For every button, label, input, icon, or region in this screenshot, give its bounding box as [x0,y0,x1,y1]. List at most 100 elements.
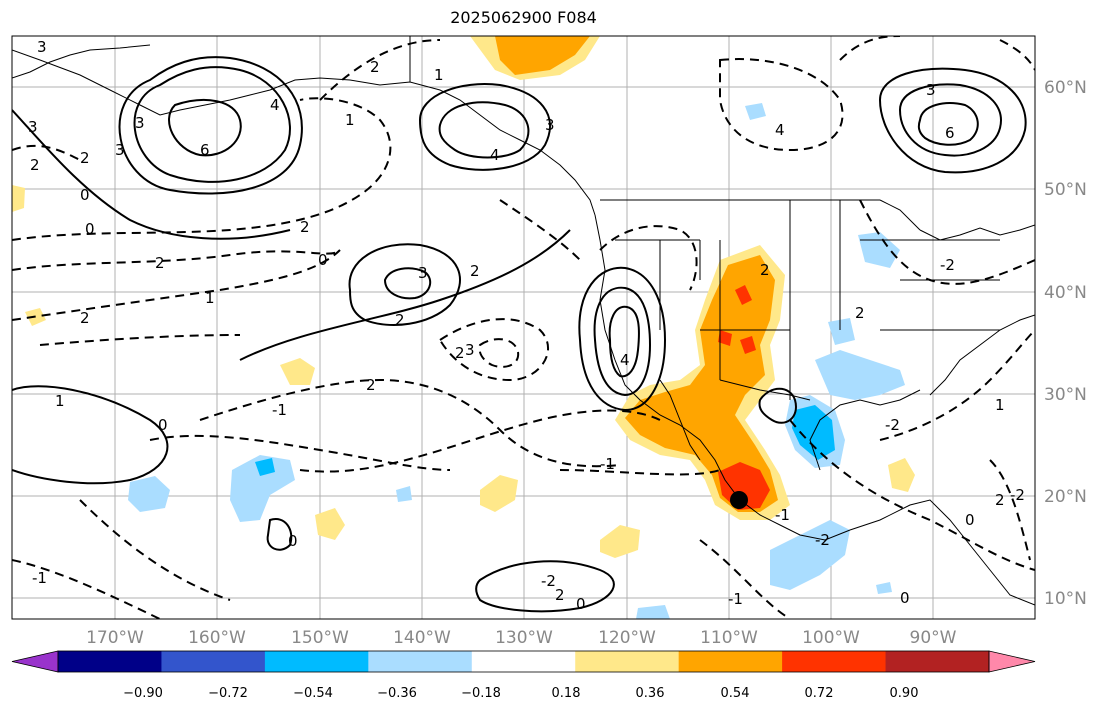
contour-label: 6 [945,124,955,142]
contour-label: 2 [80,149,90,167]
colorbar-segment [678,651,783,672]
contour-label: -2 [940,256,955,274]
contour-label: -1 [728,590,743,608]
colorbar-tick-label: −0.54 [293,686,333,701]
lat-label: 10°N [1044,589,1087,609]
contour-label: -2 [1010,486,1025,504]
contour-label: 0 [318,251,328,269]
contour-label: 1 [434,66,444,84]
lon-label: 150°W [291,628,349,648]
contour-label: 4 [270,96,280,114]
contour-label: 0 [965,511,975,529]
contour-label: 2 [395,311,405,329]
contour-label: 6 [200,141,210,159]
lon-label: 90°W [910,628,957,648]
contour-label: 3 [135,114,145,132]
colorbar [11,650,1036,673]
colorbar-tick-label: 0.54 [721,686,750,701]
contour-label: 2 [155,254,165,272]
lon-label: 100°W [802,628,860,648]
colorbar-tick-label: −0.90 [123,686,163,701]
contour-label: 4 [775,121,785,139]
contour-label: 3 [545,116,555,134]
contour-label: 3 [28,118,38,136]
negative-anomaly-shading [128,103,905,619]
colorbar-segment [58,651,162,672]
contour-label: -1 [775,506,790,524]
contour-label: 0 [85,220,95,238]
contour-label: 2 [470,262,480,280]
lat-label: 40°N [1044,283,1087,303]
positive-contours [12,56,1027,613]
lat-label: 30°N [1044,385,1087,405]
contour-label: 0 [576,595,586,613]
colorbar-segment [368,651,473,672]
contour-label: -2 [541,572,556,590]
colorbar-tick-label: 0.72 [805,686,834,701]
contour-label: -2 [815,531,830,549]
contour-label: 1 [205,289,215,307]
colorbar-tick-label: 0.18 [552,686,581,701]
contour-label: 1 [345,111,355,129]
contour-label: 1 [995,396,1005,414]
location-marker [730,491,748,509]
contour-label: 4 [490,146,500,164]
lat-label: 60°N [1044,78,1087,98]
colorbar-extend-low [11,650,59,673]
colorbar-tick-label: 0.36 [636,686,665,701]
contour-label: 2 [555,586,565,604]
contour-label: 2 [366,376,376,394]
coastlines [12,36,1035,606]
lat-label: 50°N [1044,180,1087,200]
contour-label: 3 [465,341,475,359]
contour-label: 0 [158,416,168,434]
positive-anomaly-shading [12,36,915,558]
contour-label: 2 [30,156,40,174]
contour-label: 0 [900,589,910,607]
colorbar-tick-label: −0.36 [377,686,417,701]
colorbar-segment [575,651,680,672]
contour-label: 2 [300,218,310,236]
contour-label: 2 [370,58,380,76]
dashed-contours [12,36,1035,619]
contour-label: 3 [926,81,936,99]
contour-label: -1 [600,455,615,473]
colorbar-segment [161,651,266,672]
lat-label: 20°N [1044,487,1087,507]
longitude-labels: 170°W 160°W 150°W 140°W 130°W 120°W 110°… [86,628,957,648]
contour-label: 2 [455,344,465,362]
contour-label: 3 [115,141,125,159]
lon-label: 120°W [598,628,656,648]
lon-label: 170°W [86,628,144,648]
contour-labels: 3 3 2 6 3 4 3 2 0 2 0 1 2 4 3 4 3 2 2 0 … [28,38,1025,613]
colorbar-segment [782,651,887,672]
colorbar-segment [264,651,369,672]
contour-label: 4 [620,351,630,369]
contour-label: 1 [55,392,65,410]
latitude-labels: 60°N 50°N 40°N 30°N 20°N 10°N [1044,78,1087,609]
contour-label: 3 [418,264,428,282]
map-title: 2025062900 F084 [450,8,597,27]
lon-label: 110°W [700,628,758,648]
map-frame [11,35,1036,620]
colorbar-tick-label: −0.72 [208,686,248,701]
colorbar-tick-label: −0.18 [461,686,501,701]
lon-label: 130°W [495,628,553,648]
contour-label: 2 [855,304,865,322]
contour-label: 2 [995,491,1005,509]
lon-label: 160°W [188,628,246,648]
lon-label: 140°W [393,628,451,648]
colorbar-tick-label: 0.90 [890,686,919,701]
colorbar-segment [885,651,990,672]
contour-label: -2 [885,416,900,434]
contour-label: 3 [37,38,47,56]
contour-label: -1 [32,569,47,587]
contour-label: 2 [760,261,770,279]
colorbar-frame [57,650,990,673]
colorbar-segment [471,651,576,672]
colorbar-extend-high [988,650,1036,673]
colorbar-tick-labels: −0.90 −0.72 −0.54 −0.36 −0.18 0.18 0.36 … [123,686,918,701]
contour-label: 0 [80,186,90,204]
contour-label: -1 [272,401,287,419]
